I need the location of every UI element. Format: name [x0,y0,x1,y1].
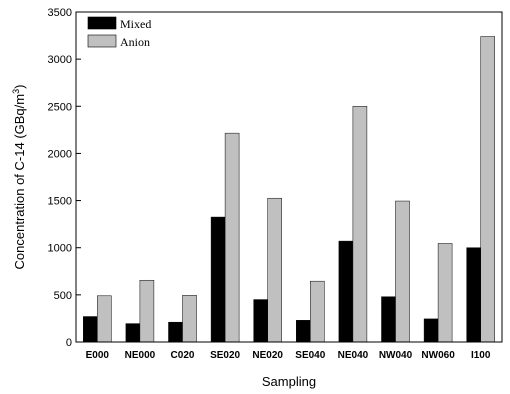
x-tick-label: NE020 [252,350,283,361]
y-axis-ticks: 0 500 1000 1500 2000 2500 3000 3500 [48,7,81,349]
plot-frame [75,11,503,343]
x-tick-label: I100 [471,350,491,361]
y-tick-label: 1000 [48,243,72,255]
legend: Mixed Anion [87,16,151,49]
bar-mixed-ne000 [125,323,141,343]
bar-anion-se040 [310,280,325,343]
y-tick-label: 500 [54,290,72,302]
bar-anion-ne020 [267,197,282,343]
legend-swatch-anion [87,34,117,48]
y-tick-label: 1500 [48,196,72,208]
x-tick-label: C020 [171,350,195,361]
legend-swatch-mixed [87,16,117,30]
x-axis-title: Sampling [262,374,316,389]
y-axis-title: Concentration of C-14 (GBq/m3) [11,85,27,270]
bar-anion-ne000 [139,279,155,343]
bar-mixed-nw040 [381,296,396,343]
bar-mixed-se020 [210,216,226,343]
bar-mixed-i100 [466,247,481,343]
y-tick-label: 3000 [48,54,72,66]
bar-mixed-c020 [168,321,183,343]
bar-anion-nw060 [437,243,453,343]
bar-mixed-e000 [83,316,98,343]
x-tick-label: E000 [86,350,110,361]
y-tick-label: 3500 [48,7,72,19]
x-tick-label: NE040 [338,350,369,361]
y-tick-label: 2000 [48,148,72,160]
x-tick-label: SE020 [210,350,240,361]
x-tick-label: NW040 [379,350,413,361]
legend-label-mixed: Mixed [120,17,151,31]
y-axis-title-sup: 3 [11,89,21,94]
y-axis-title-tail: ) [12,85,27,89]
bar-anion-se020 [224,132,240,343]
y-tick-label: 2500 [48,101,72,113]
bar-mixed-se040 [296,320,311,343]
x-tick-label: NE000 [125,350,156,361]
bar-anion-nw040 [395,200,410,343]
x-tick-label: SE040 [295,350,325,361]
x-tick-label: NW060 [421,350,455,361]
y-tick-label: 0 [66,337,72,349]
bars [83,36,495,343]
bar-anion-c020 [182,295,197,343]
bar-mixed-nw060 [423,318,439,343]
bar-anion-ne040 [352,106,368,343]
bar-anion-i100 [480,36,495,343]
legend-label-anion: Anion [120,35,150,49]
bar-mixed-ne020 [253,299,268,343]
y-axis-title-main: Concentration of C-14 (GBq/m [12,94,27,270]
bar-anion-e000 [97,295,112,343]
bar-mixed-ne040 [338,240,354,343]
